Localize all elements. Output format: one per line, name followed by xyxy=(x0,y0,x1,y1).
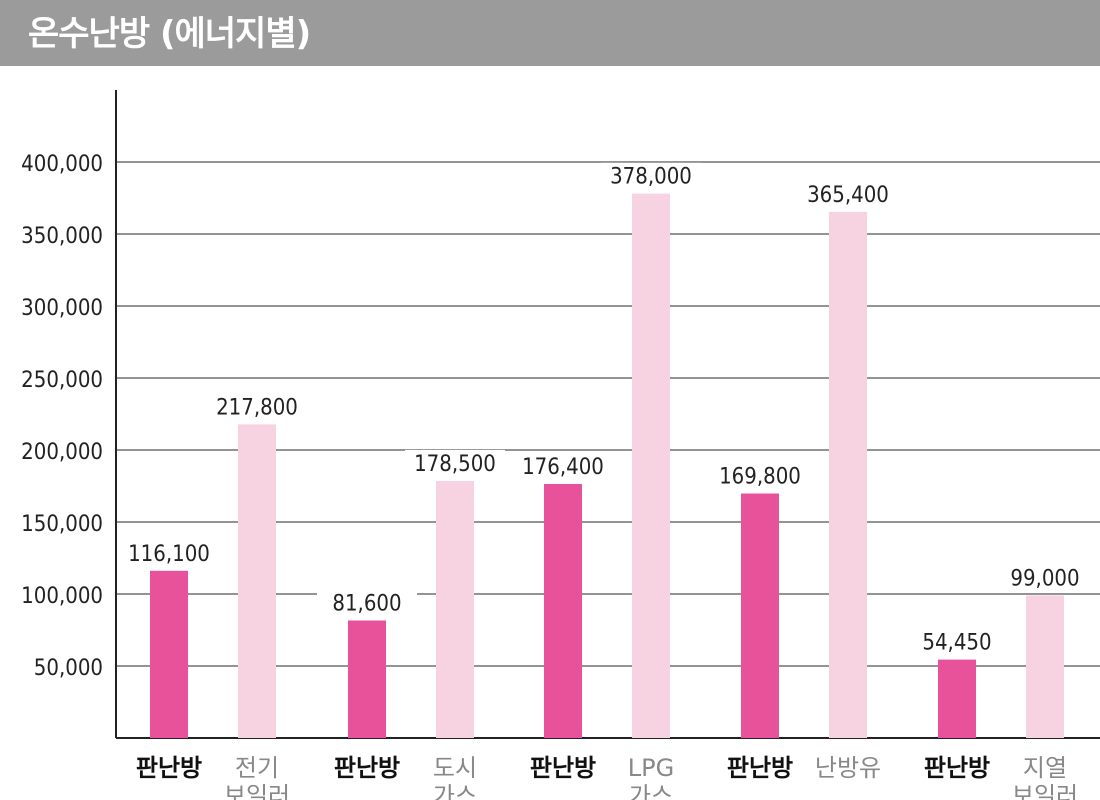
category-label: 가스 xyxy=(433,782,477,800)
bar xyxy=(150,570,188,738)
y-tick-label: 300,000 xyxy=(21,296,103,321)
value-label-bg xyxy=(601,162,701,189)
value-label-bg xyxy=(405,449,505,476)
category-label: 판난방 xyxy=(727,754,793,782)
category-label: 판난방 xyxy=(334,754,400,782)
value-label-bg xyxy=(119,539,219,566)
value-label: 81,600 xyxy=(332,591,401,616)
y-tick-label: 250,000 xyxy=(21,368,103,393)
bar xyxy=(632,193,670,738)
value-label: 178,500 xyxy=(414,452,496,477)
y-tick-label: 350,000 xyxy=(21,224,103,249)
category-label: 보일러 xyxy=(1012,782,1078,800)
y-tick-label: 150,000 xyxy=(21,512,103,537)
chart-title: 온수난방 (에너지별) xyxy=(28,14,311,54)
value-label: 365,400 xyxy=(807,183,889,208)
value-label: 116,100 xyxy=(128,542,210,567)
value-label: 169,800 xyxy=(719,464,801,489)
y-tick-label: 400,000 xyxy=(21,152,103,177)
category-label: LPG xyxy=(628,754,674,782)
value-label-bg xyxy=(995,564,1095,591)
value-label: 378,000 xyxy=(610,165,692,190)
bar xyxy=(238,424,276,738)
bar xyxy=(348,620,386,738)
bar xyxy=(938,659,976,738)
y-tick-label: 50,000 xyxy=(34,656,103,681)
value-label-bg xyxy=(207,393,307,420)
value-label-bg xyxy=(710,462,810,489)
bar xyxy=(741,493,779,738)
category-label: 지열 xyxy=(1023,754,1067,782)
category-label: 보일러 xyxy=(224,782,290,800)
y-tick-label: 100,000 xyxy=(21,584,103,609)
category-label: 도시 xyxy=(433,754,477,782)
category-label: 판난방 xyxy=(136,754,202,782)
value-label: 176,400 xyxy=(522,455,604,480)
value-label-bg xyxy=(907,628,1007,655)
title-bar: 온수난방 (에너지별) xyxy=(0,0,1100,66)
y-tick-label: 200,000 xyxy=(21,440,103,465)
bar xyxy=(436,480,474,738)
value-label: 54,450 xyxy=(922,631,991,656)
value-label-bg xyxy=(513,452,613,479)
category-label: 전기 xyxy=(235,754,279,782)
bar xyxy=(829,211,867,739)
category-label: 판난방 xyxy=(530,754,596,782)
bar xyxy=(1026,595,1064,738)
category-label: 난방유 xyxy=(815,754,881,782)
bar xyxy=(544,483,582,738)
category-label: 판난방 xyxy=(924,754,990,782)
value-label: 217,800 xyxy=(216,395,298,420)
value-label-bg xyxy=(317,589,417,616)
category-label: 가스 xyxy=(629,782,673,800)
value-label-bg xyxy=(798,180,898,207)
value-label: 99,000 xyxy=(1010,566,1079,591)
